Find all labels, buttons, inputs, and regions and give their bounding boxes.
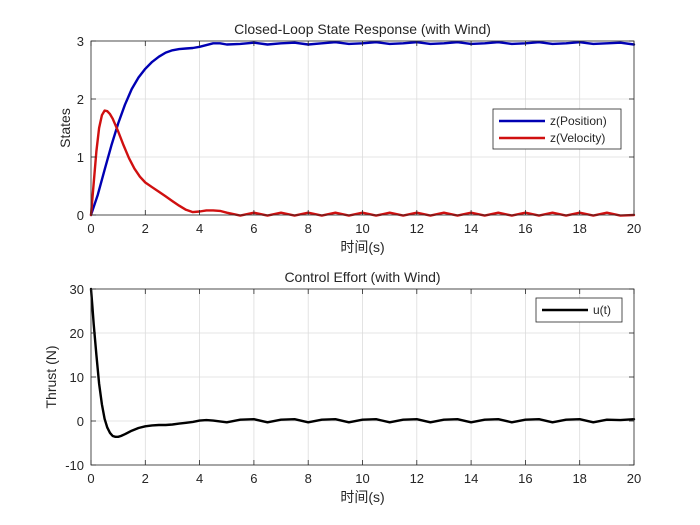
chart1-x-tick-label: 14: [464, 221, 478, 236]
chart2-y-tick-label: 10: [70, 370, 84, 385]
chart2-y-tick-label: 0: [77, 414, 84, 429]
chart1-x-tick-label: 2: [142, 221, 149, 236]
chart1-y-tick-label: 1: [77, 150, 84, 165]
chart1-y-axis-label: States: [57, 108, 73, 148]
chart1-legend-label: z(Position): [550, 114, 607, 128]
chart2-x-tick-label: 12: [410, 471, 424, 486]
chart2-x-axis-label: 时间(s): [340, 489, 384, 505]
chart2-y-tick-label: -10: [65, 458, 84, 473]
chart1-x-tick-label: 20: [627, 221, 641, 236]
chart1-x-tick-label: 18: [572, 221, 586, 236]
chart1-series-zposition-line: [89, 41, 636, 217]
chart2-y-tick-label: 20: [70, 326, 84, 341]
chart2-x-tick-label: 10: [355, 471, 369, 486]
chart2-x-tick-label: 16: [518, 471, 532, 486]
chart2-y-tick-label: 30: [70, 282, 84, 297]
chart2-x-tick-label: 4: [196, 471, 203, 486]
chart1-x-tick-label: 0: [87, 221, 94, 236]
chart1-y-tick-label: 2: [77, 92, 84, 107]
chart1-x-tick-label: 4: [196, 221, 203, 236]
chart1-x-tick-label: 6: [250, 221, 257, 236]
chart2-legend: u(t): [535, 297, 623, 323]
chart1-x-tick-label: 16: [518, 221, 532, 236]
chart1-x-tick-label: 8: [305, 221, 312, 236]
chart1-y-tick-label: 3: [77, 34, 84, 49]
chart2-x-tick-label: 6: [250, 471, 257, 486]
chart1-legend-box: [492, 108, 622, 150]
chart1-legend-label: z(Velocity): [550, 131, 605, 145]
chart1-legend: z(Position) z(Velocity): [492, 108, 622, 150]
chart2-x-tick-label: 8: [305, 471, 312, 486]
chart2-y-axis-label: Thrust (N): [43, 346, 59, 409]
chart2-x-tick-label: 2: [142, 471, 149, 486]
chart2-series-ut-line: [89, 287, 636, 438]
chart2-legend-label: u(t): [593, 303, 611, 317]
chart1-x-tick-label: 12: [410, 221, 424, 236]
chart1-x-axis-label: 时间(s): [340, 239, 384, 255]
chart1-y-tick-label: 0: [77, 208, 84, 223]
chart2-x-tick-label: 14: [464, 471, 478, 486]
chart2-title: Control Effort (with Wind): [284, 269, 440, 285]
chart1-title: Closed-Loop State Response (with Wind): [234, 21, 491, 37]
chart2-x-tick-label: 18: [572, 471, 586, 486]
chart1-x-tick-label: 10: [355, 221, 369, 236]
chart2-x-tick-label: 20: [627, 471, 641, 486]
chart2-x-tick-label: 0: [87, 471, 94, 486]
